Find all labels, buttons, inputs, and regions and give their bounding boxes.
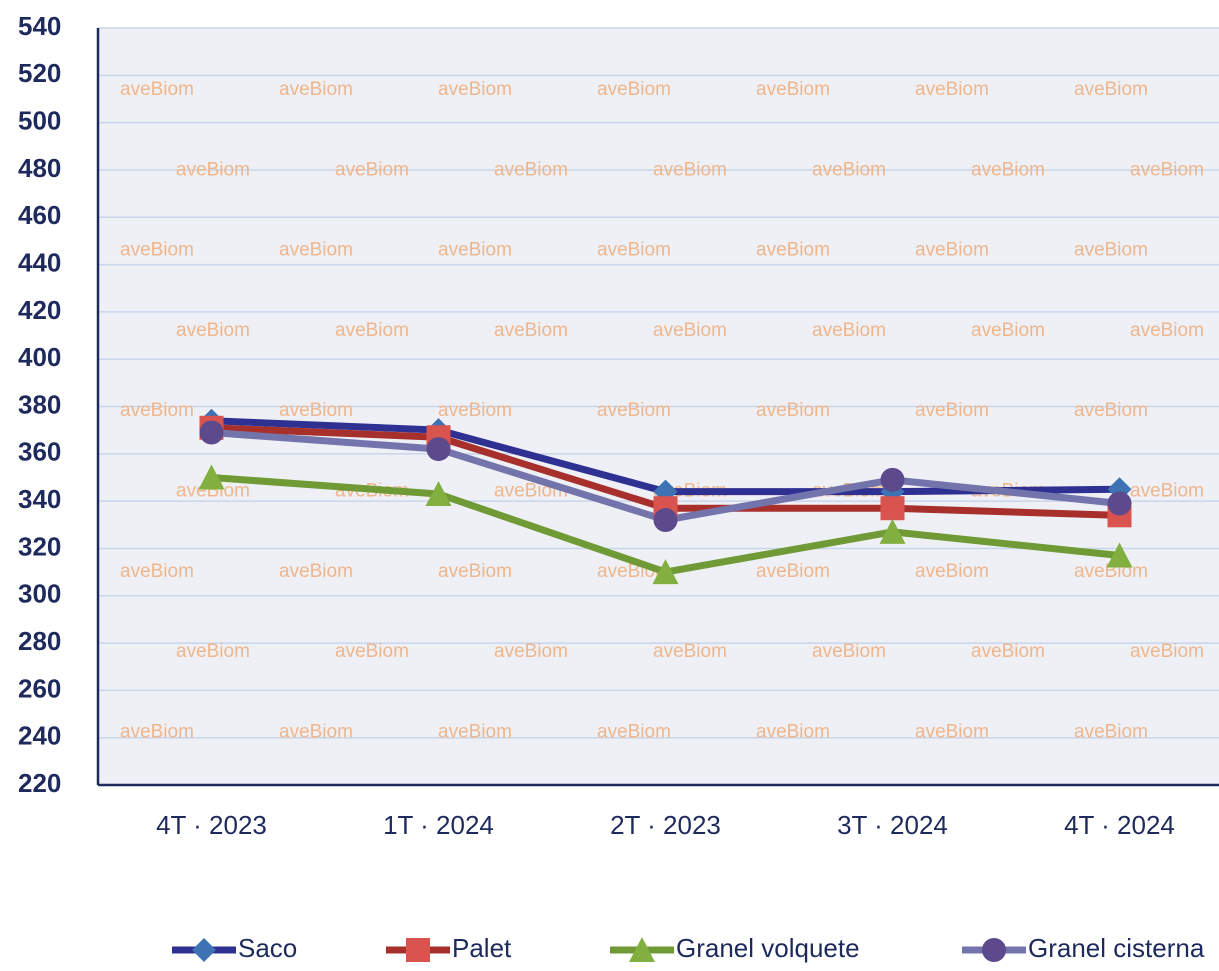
watermark: aveBiom bbox=[335, 320, 409, 341]
watermark: aveBiom bbox=[494, 159, 568, 180]
watermark: aveBiom bbox=[1130, 641, 1204, 662]
watermark: aveBiom bbox=[915, 561, 989, 582]
watermark: aveBiom bbox=[438, 561, 512, 582]
watermark: aveBiom bbox=[915, 400, 989, 421]
y-tick-label: 440 bbox=[18, 247, 61, 277]
watermark: aveBiom bbox=[653, 320, 727, 341]
watermark: aveBiom bbox=[279, 240, 353, 261]
y-tick-label: 500 bbox=[18, 106, 61, 136]
watermark: aveBiom bbox=[971, 641, 1045, 662]
watermark: aveBiom bbox=[756, 561, 830, 582]
watermark: aveBiom bbox=[438, 240, 512, 261]
marker bbox=[653, 508, 678, 533]
x-tick-label: 4T · 2024 bbox=[1064, 810, 1175, 840]
watermark: aveBiom bbox=[279, 561, 353, 582]
x-tick-label: 2T · 2023 bbox=[610, 810, 721, 840]
watermark: aveBiom bbox=[1074, 721, 1148, 742]
watermark: aveBiom bbox=[756, 240, 830, 261]
watermark: aveBiom bbox=[812, 641, 886, 662]
marker bbox=[629, 937, 655, 962]
watermark: aveBiom bbox=[494, 641, 568, 662]
watermark: aveBiom bbox=[597, 240, 671, 261]
watermark: aveBiom bbox=[1130, 481, 1204, 502]
y-tick-label: 360 bbox=[18, 437, 61, 467]
watermark: aveBiom bbox=[812, 159, 886, 180]
watermark: aveBiom bbox=[1130, 320, 1204, 341]
y-tick-label: 280 bbox=[18, 626, 61, 656]
marker bbox=[880, 467, 905, 492]
marker bbox=[879, 518, 906, 544]
watermark: aveBiom bbox=[176, 159, 250, 180]
watermark: aveBiom bbox=[1074, 400, 1148, 421]
marker bbox=[199, 420, 224, 445]
watermark: aveBiom bbox=[597, 79, 671, 100]
watermark: aveBiom bbox=[120, 240, 194, 261]
watermark: aveBiom bbox=[653, 159, 727, 180]
marker bbox=[1107, 491, 1132, 516]
watermark: aveBiom bbox=[597, 721, 671, 742]
watermark: aveBiom bbox=[120, 721, 194, 742]
marker bbox=[426, 437, 451, 462]
watermark: aveBiom bbox=[335, 159, 409, 180]
x-tick-label: 3T · 2024 bbox=[837, 810, 948, 840]
y-tick-label: 240 bbox=[18, 721, 61, 751]
watermark: aveBiom bbox=[438, 79, 512, 100]
watermark: aveBiom bbox=[756, 721, 830, 742]
x-tick-label: 4T · 2023 bbox=[156, 810, 267, 840]
watermark: aveBiom bbox=[176, 320, 250, 341]
watermark: aveBiom bbox=[653, 641, 727, 662]
y-tick-label: 400 bbox=[18, 342, 61, 372]
watermark: aveBiom bbox=[1074, 79, 1148, 100]
y-tick-label: 480 bbox=[18, 153, 61, 183]
marker bbox=[880, 496, 905, 521]
marker bbox=[192, 938, 216, 962]
y-tick-label: 380 bbox=[18, 389, 61, 419]
legend-label: Saco bbox=[238, 933, 297, 963]
y-tick-label: 420 bbox=[18, 295, 61, 325]
watermark: aveBiom bbox=[915, 79, 989, 100]
y-tick-label: 460 bbox=[18, 200, 61, 230]
marker bbox=[652, 559, 679, 585]
watermark: aveBiom bbox=[120, 79, 194, 100]
watermark: aveBiom bbox=[597, 400, 671, 421]
legend-label: Granel volquete bbox=[676, 933, 860, 963]
marker bbox=[198, 464, 225, 490]
y-tick-label: 340 bbox=[18, 484, 61, 514]
watermark: aveBiom bbox=[971, 159, 1045, 180]
watermark: aveBiom bbox=[335, 641, 409, 662]
watermark: aveBiom bbox=[971, 320, 1045, 341]
y-tick-label: 260 bbox=[18, 673, 61, 703]
watermark: aveBiom bbox=[279, 400, 353, 421]
watermark: aveBiom bbox=[494, 320, 568, 341]
y-tick-label: 300 bbox=[18, 579, 61, 609]
watermark: aveBiom bbox=[756, 79, 830, 100]
legend-label: Palet bbox=[452, 933, 512, 963]
marker bbox=[982, 938, 1006, 962]
marker bbox=[1106, 542, 1133, 568]
watermark: aveBiom bbox=[438, 400, 512, 421]
watermark: aveBiom bbox=[812, 320, 886, 341]
watermark: aveBiom bbox=[915, 721, 989, 742]
x-tick-label: 1T · 2024 bbox=[383, 810, 494, 840]
y-tick-label: 540 bbox=[18, 11, 61, 41]
watermark: aveBiom bbox=[756, 400, 830, 421]
watermark: aveBiom bbox=[438, 721, 512, 742]
watermark: aveBiom bbox=[120, 400, 194, 421]
watermark: aveBiom bbox=[120, 561, 194, 582]
y-tick-label: 220 bbox=[18, 768, 61, 798]
watermark: aveBiom bbox=[279, 721, 353, 742]
y-tick-label: 320 bbox=[18, 531, 61, 561]
watermark: aveBiom bbox=[1130, 159, 1204, 180]
legend-label: Granel cisterna bbox=[1028, 933, 1205, 963]
watermark: aveBiom bbox=[279, 79, 353, 100]
y-tick-label: 520 bbox=[18, 58, 61, 88]
marker bbox=[425, 481, 452, 507]
watermark: aveBiom bbox=[915, 240, 989, 261]
marker bbox=[406, 938, 430, 962]
watermark: aveBiom bbox=[1074, 240, 1148, 261]
watermark: aveBiom bbox=[176, 481, 250, 502]
watermark: aveBiom bbox=[176, 641, 250, 662]
